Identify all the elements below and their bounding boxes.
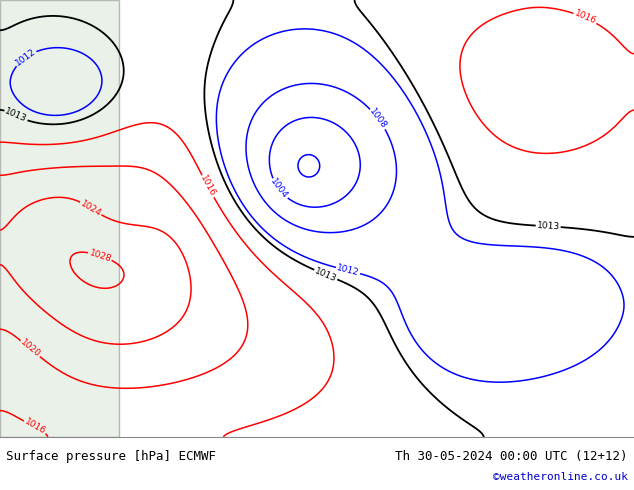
Text: Surface pressure [hPa] ECMWF: Surface pressure [hPa] ECMWF: [6, 450, 216, 464]
FancyBboxPatch shape: [0, 0, 119, 437]
Text: 1028: 1028: [88, 248, 112, 264]
Text: 1012: 1012: [13, 47, 37, 68]
Text: ©weatheronline.co.uk: ©weatheronline.co.uk: [493, 472, 628, 482]
Text: 1016: 1016: [198, 174, 217, 198]
Text: 1016: 1016: [573, 9, 598, 26]
Text: Th 30-05-2024 00:00 UTC (12+12): Th 30-05-2024 00:00 UTC (12+12): [395, 450, 628, 464]
Text: 1016: 1016: [23, 417, 47, 437]
Text: 1012: 1012: [336, 263, 360, 278]
Text: 1013: 1013: [4, 107, 29, 124]
Text: 1020: 1020: [18, 338, 42, 359]
Text: 1013: 1013: [536, 221, 560, 232]
Text: 1013: 1013: [313, 266, 338, 283]
Text: 1008: 1008: [368, 107, 389, 131]
Text: 1024: 1024: [79, 198, 103, 218]
Text: 1004: 1004: [269, 177, 290, 201]
